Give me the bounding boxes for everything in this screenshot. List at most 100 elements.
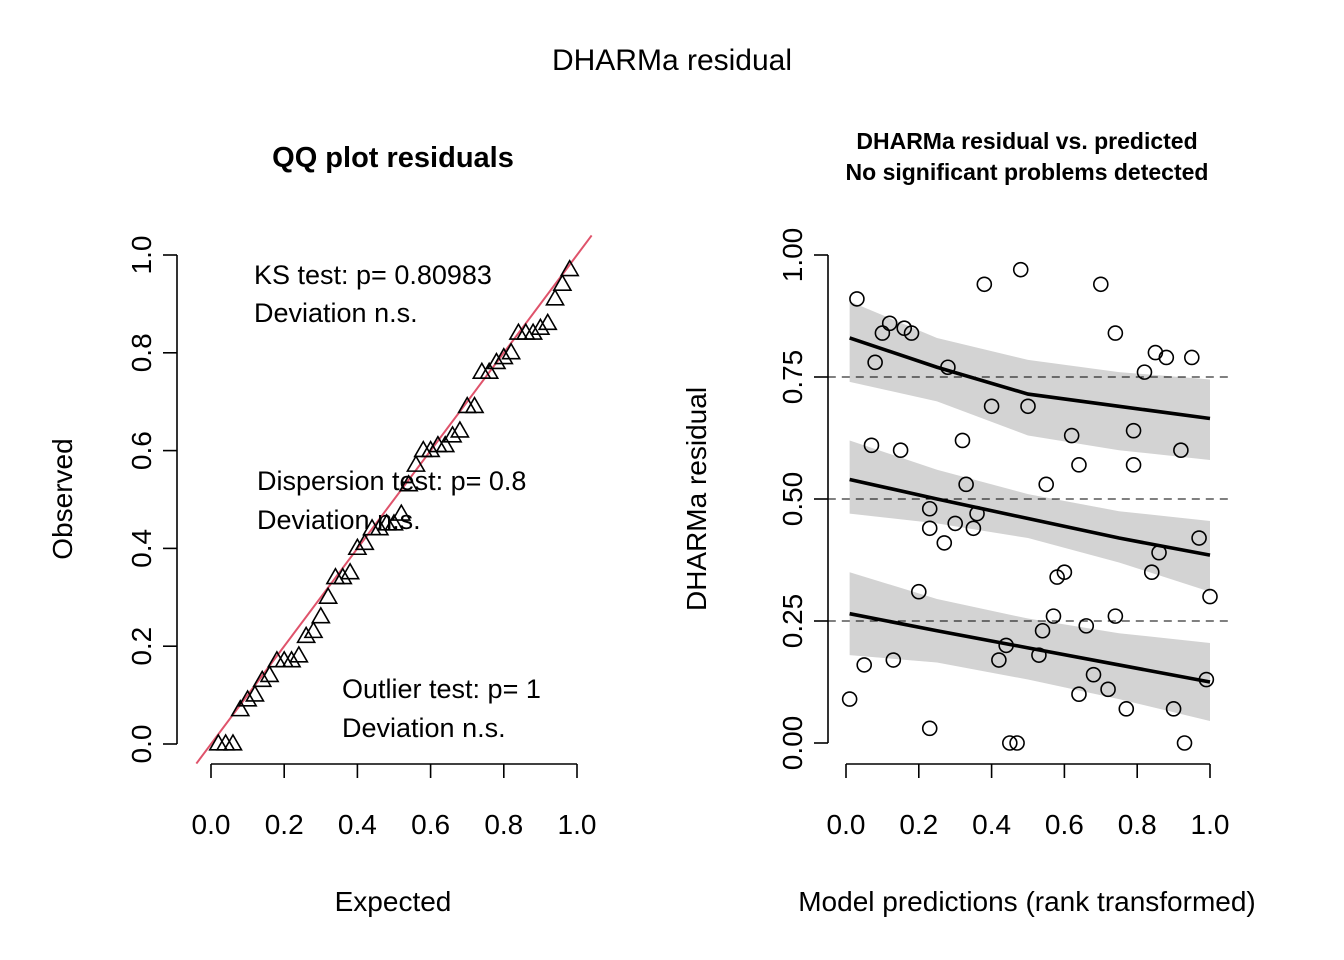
residual-y-axis-label: DHARMa residual [681,387,712,611]
residual-point [1038,476,1054,493]
residual-point [969,505,985,522]
qq-point [406,454,426,472]
qq-point [552,273,573,291]
residual-plot-title: DHARMa residual vs. predicted [856,128,1197,154]
quantile-reference-lines [827,376,1229,622]
qq-point [281,650,302,668]
qq-point [384,513,404,531]
outlier-deviation-label: Deviation n.s. [342,713,506,743]
qq-x-tick-label: 1.0 [558,809,597,840]
qq-x-axis-label: Expected [335,886,452,917]
residual-point [1100,681,1116,698]
qq-points [208,259,580,751]
residual-point [856,657,873,673]
residual-plot-subtitle: No significant problems detected [846,159,1209,185]
qq-point [332,567,353,585]
qq-point [493,347,514,365]
residual-point [958,476,974,493]
quantile-fit-line [849,477,1211,557]
outlier-test-label: Outlier test: p= 1 [342,674,541,704]
residual-point [1125,422,1142,439]
dispersion-test-label: Dispersion test: p= 0.8 [257,466,526,496]
residual-point [921,500,938,517]
qq-point [391,503,412,521]
qq-point [545,288,565,306]
residual-point [1184,349,1200,366]
qq-y-tick-label: 0.0 [126,725,157,764]
residual-point [885,652,902,668]
qq-point [479,361,500,380]
qq-point [420,439,441,458]
residual-point [998,637,1014,654]
residual-point [1034,622,1051,639]
residual-point [1012,261,1029,278]
qq-plot-panel: QQ plot residuals 0.0 0.2 0.4 0.6 0.8 1.00.00… [47,142,596,917]
residual-point [1198,671,1215,688]
qq-point [303,620,324,639]
qq-point [369,518,390,536]
qq-y-tick-label: 0.6 [126,431,157,470]
qq-point [354,532,375,551]
residual-point [1085,666,1102,683]
residual-point [1191,530,1207,546]
residual-point [954,432,971,449]
residual-y-tick-label: 0.75 [777,350,808,405]
dispersion-deviation-label: Deviation n.s. [257,505,421,535]
residual-point [983,398,1000,415]
residual-point [1165,701,1182,717]
qq-y-tick-label: 1.0 [126,236,157,275]
residual-point [1107,325,1124,341]
qq-point [230,699,251,717]
qq-plot-title: QQ plot residuals [272,142,514,174]
residual-y-tick-label: 0.25 [777,594,808,649]
residual-point [1202,588,1218,605]
qq-point [435,435,456,453]
residual-point [965,520,982,537]
quantile-fit-lines [849,336,1211,684]
qq-y-tick-label: 0.2 [126,627,157,666]
qq-point [449,420,470,438]
qq-point [296,625,317,644]
qq-y-axis-label: Observed [47,438,78,559]
residual-point [1093,276,1109,293]
qq-x-tick-label: 0.6 [411,809,450,840]
residual-x-axis-label: Model predictions (rank transformed) [798,886,1256,917]
quantile-band [849,301,1210,460]
residual-point [1158,349,1175,366]
residual-point [921,520,938,537]
quantile-fit-line [849,611,1211,684]
qq-point [442,425,463,443]
qq-point [310,606,331,624]
residual-point [863,437,880,454]
qq-point [486,351,507,370]
qq-point [223,733,243,751]
residual-point [1118,701,1135,717]
residual-point [910,583,927,600]
qq-y-tick-label: 0.4 [126,529,157,568]
residual-point [841,691,858,707]
qq-y-tick-label: 0.8 [126,333,157,372]
residual-x-tick-label: 0.2 [899,809,938,840]
residual-point [921,720,938,737]
residual-point [991,652,1007,668]
qq-point [340,562,361,580]
quantile-fit-line [849,336,1211,421]
qq-point [259,664,280,683]
qq-point [237,689,258,707]
residual-point [936,535,953,551]
qq-point [288,645,309,663]
qq-point [398,474,419,492]
residual-y-tick-label: 0.00 [777,716,808,771]
residual-point [1107,608,1124,624]
qq-point [501,342,522,360]
residual-point [903,325,920,341]
residual-point [947,515,964,532]
qq-x-tick-label: 0.2 [265,809,304,840]
residual-point [1143,564,1160,581]
residual-point [867,354,883,371]
residual-points [841,261,1218,751]
residual-point [1056,564,1073,581]
qq-axes: 0.0 0.2 0.4 0.6 0.8 1.0 0.0 0.2 0.4 0.6 0.8 1.0 [126,236,596,840]
qq-point [252,669,273,688]
